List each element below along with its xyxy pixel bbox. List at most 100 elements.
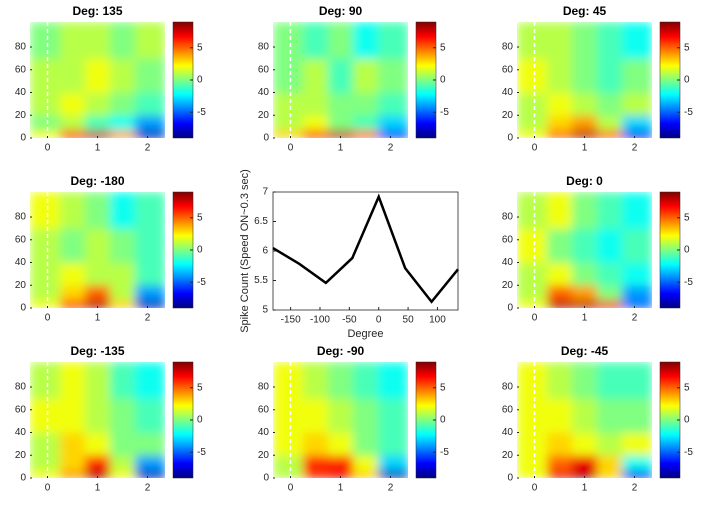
heatmap-cell	[303, 398, 329, 434]
heatmap-cell	[273, 432, 304, 456]
y-tick-label: 60	[15, 404, 27, 415]
x-tick-label: 0	[45, 483, 51, 494]
x-tick-label: 2	[145, 483, 151, 494]
heatmap-cell	[572, 192, 598, 229]
heatmap-cell	[60, 262, 86, 286]
heatmap-cell	[517, 192, 548, 229]
y-tick-label: 40	[258, 87, 270, 98]
heatmap-cell	[378, 455, 408, 471]
heatmap-cell	[328, 130, 354, 138]
heatmap-cell	[110, 455, 136, 471]
y-tick-label: 40	[15, 87, 27, 98]
x-tick-label: 2	[632, 143, 638, 154]
heatmap-cell	[135, 470, 165, 478]
heatmap-cell	[353, 455, 379, 471]
heatmap-cell	[378, 130, 408, 138]
heatmap-cell	[378, 432, 408, 456]
heatmap-cell	[517, 300, 548, 308]
y-tick-label: 20	[15, 280, 27, 291]
x-tick-label: 0	[288, 143, 294, 154]
heatmap-cell	[597, 130, 623, 138]
heatmap-cell	[547, 58, 573, 94]
heatmap-cell	[85, 262, 111, 286]
heatmap-cell	[30, 228, 61, 264]
heatmap-cell	[572, 228, 598, 264]
heatmap-cell	[110, 432, 136, 456]
y-tick-label: 80	[15, 42, 27, 53]
heatmap-cell	[60, 455, 86, 471]
heatmap-cell	[30, 115, 61, 131]
heatmap-cell	[85, 362, 111, 399]
heatmap-cell	[60, 285, 86, 301]
y-tick-label: 40	[502, 427, 514, 438]
heatmap-cell	[517, 470, 548, 478]
colorbar-tick-label: 0	[197, 415, 203, 426]
heatmap-cell	[622, 398, 652, 434]
heatmap-cell	[135, 92, 165, 116]
heatmap-cell	[517, 115, 548, 131]
data-line	[272, 193, 459, 304]
heatmap-cell	[572, 22, 598, 59]
heatmap-cell	[547, 22, 573, 59]
heatmap-cell	[597, 285, 623, 301]
x-tick-label: 0	[532, 483, 538, 494]
heatmap-cell	[622, 285, 652, 301]
heatmap-cell	[303, 22, 329, 59]
heatmap-cell	[135, 285, 165, 301]
heatmap-cell	[597, 432, 623, 456]
x-tick-label: 2	[145, 143, 151, 154]
heatmap-cell	[547, 192, 573, 229]
heatmap-cell	[85, 115, 111, 131]
heatmap-cell	[572, 398, 598, 434]
x-tick-label: 2	[632, 483, 638, 494]
x-tick-label: 1	[582, 483, 588, 494]
heatmap-cell	[547, 470, 573, 478]
heatmap-cell	[110, 398, 136, 434]
y-tick-label: 0	[507, 133, 513, 144]
x-tick-label: 1	[95, 313, 101, 324]
heatmap-cell	[572, 262, 598, 286]
y-tick-label: 80	[502, 212, 514, 223]
heatmap-cell	[622, 115, 652, 131]
heatmap-cell	[328, 398, 354, 434]
heatmap-cell	[328, 22, 354, 59]
x-tick-label: 2	[632, 313, 638, 324]
heatmap-cell	[517, 92, 548, 116]
heatmap-cell	[517, 455, 548, 471]
colorbar-tick-label: -5	[197, 447, 206, 458]
heatmap-cell	[517, 262, 548, 286]
heatmap-cell	[85, 455, 111, 471]
heatmap-cell	[547, 362, 573, 399]
y-tick-label: 60	[502, 234, 514, 245]
heatmap-cell	[597, 470, 623, 478]
y-tick-label: 0	[263, 133, 269, 144]
colorbar-tick-label: 5	[684, 42, 690, 53]
heatmap-cell	[597, 22, 623, 59]
heatmap-cell	[30, 192, 61, 229]
heatmap-cell	[597, 228, 623, 264]
heatmap-cell	[30, 262, 61, 286]
heatmap-cell	[597, 192, 623, 229]
heatmap-cell	[328, 92, 354, 116]
heatmap-cell	[60, 228, 86, 264]
y-tick-label: 60	[258, 64, 270, 75]
heatmap-cell	[135, 432, 165, 456]
colorbar-tick-label: -5	[440, 447, 449, 458]
heatmap-cells	[30, 22, 165, 138]
heatmap-cell	[30, 130, 61, 138]
y-tick-label: 60	[15, 64, 27, 75]
y-tick-label: 40	[502, 87, 514, 98]
heatmap-cell	[85, 130, 111, 138]
y-tick-label: 20	[258, 110, 270, 121]
y-tick-label: 7	[262, 187, 268, 198]
heatmap-cell	[622, 22, 652, 59]
heatmap	[517, 22, 652, 138]
heatmap-cell	[110, 192, 136, 229]
panel-title: Deg: 45	[563, 4, 607, 18]
heatmap-cell	[30, 432, 61, 456]
heatmap-cells	[30, 362, 165, 478]
heatmap-cells	[517, 362, 652, 478]
heatmap-cell	[622, 470, 652, 478]
heatmap	[273, 362, 408, 478]
